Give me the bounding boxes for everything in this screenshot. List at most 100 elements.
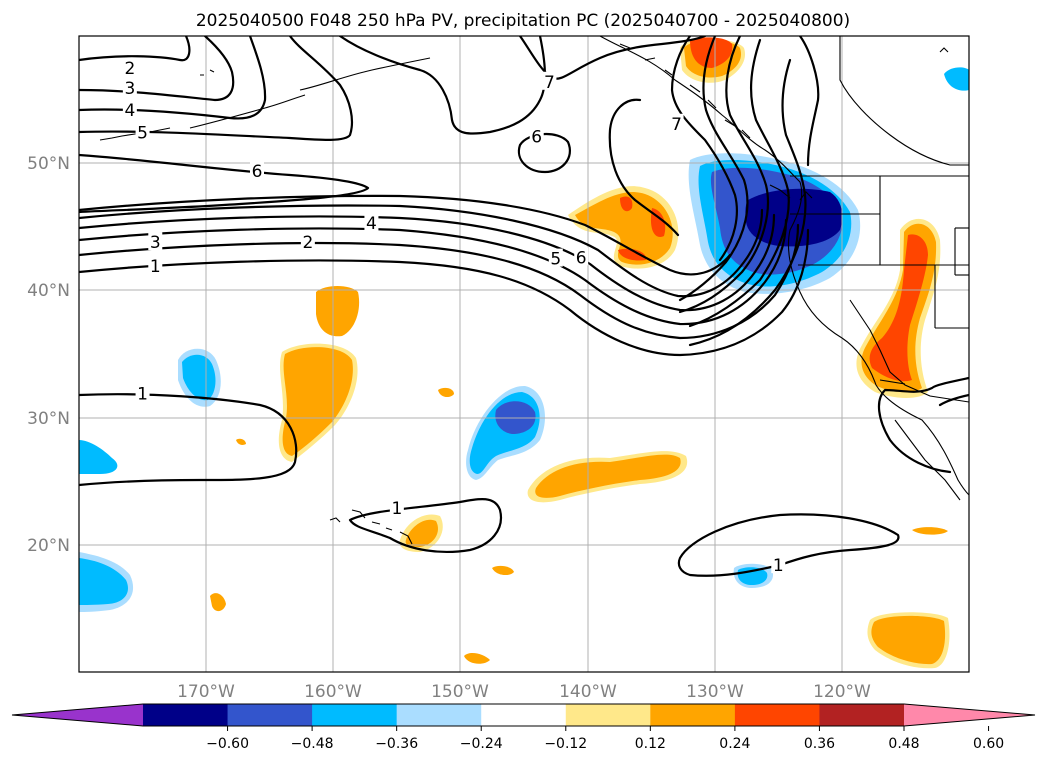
pos-anomaly-140w-25n bbox=[535, 454, 681, 498]
contour-label: 6 bbox=[252, 162, 263, 182]
colorbar-segment bbox=[227, 704, 313, 726]
contour-label-bg bbox=[548, 248, 563, 267]
pv-contour-trough-f bbox=[798, 36, 820, 167]
colorbar-segment bbox=[650, 704, 736, 726]
lat-tick-label: 40°N bbox=[27, 281, 70, 301]
pv-contour-6 bbox=[79, 194, 732, 276]
lon-tick-labels: 170°W 160°W 150°W 140°W 130°W 120°W bbox=[177, 682, 871, 702]
contour-label-bg bbox=[122, 57, 137, 76]
colorbar-outline bbox=[11, 703, 1036, 727]
contour-label-bg bbox=[122, 99, 137, 118]
pv-contours bbox=[79, 36, 969, 577]
colorbar-segment bbox=[312, 704, 398, 726]
pv-contour-trough-c bbox=[678, 36, 770, 314]
colorbar-tick-label: 0.12 bbox=[635, 736, 666, 752]
pos-anomaly-154w-21n-inner bbox=[405, 519, 439, 547]
contour-label-bg bbox=[148, 256, 163, 275]
colorbar-tick-label: 0.48 bbox=[888, 736, 919, 752]
pos-anomaly-small-4 bbox=[464, 653, 490, 664]
pv-contour-1-30n bbox=[79, 393, 298, 487]
contour-label-bg bbox=[574, 247, 589, 266]
contour-label-bg bbox=[669, 113, 684, 132]
precip-shading bbox=[79, 37, 969, 669]
gridlines bbox=[79, 36, 969, 672]
contour-label: 7 bbox=[671, 115, 682, 135]
contour-label: 2 bbox=[124, 59, 135, 79]
neg-anomaly-core bbox=[745, 188, 843, 247]
pv-contour-4-upper bbox=[79, 36, 267, 120]
lat-tick-label: 30°N bbox=[27, 409, 70, 429]
colorbar-tick-label: 0.60 bbox=[973, 736, 1004, 752]
pv-contour-1-22n bbox=[348, 497, 503, 553]
coastlines bbox=[99, 36, 969, 545]
contour-label-bg bbox=[135, 383, 150, 402]
contour-label-bg bbox=[389, 497, 404, 516]
colorbar-tick-label: −0.48 bbox=[291, 736, 334, 752]
contour-label: 3 bbox=[150, 233, 161, 253]
colorbar-segment bbox=[481, 704, 567, 726]
colorbar-tick-label: −0.24 bbox=[460, 736, 503, 752]
contour-label-bg bbox=[364, 212, 379, 231]
colorbar-tick-label: −0.12 bbox=[544, 736, 587, 752]
contour-label: 6 bbox=[531, 127, 542, 147]
pv-contour-6-loop bbox=[608, 98, 680, 237]
map-frame bbox=[78, 35, 970, 673]
pv-contour-1-18n bbox=[677, 513, 900, 577]
pos-anomaly-130w-58n-red bbox=[690, 37, 733, 68]
contour-label: 7 bbox=[544, 73, 555, 93]
pv-contour-5-upper bbox=[79, 36, 354, 141]
pos-anomaly-california-red bbox=[869, 234, 928, 382]
lon-tick-label: 140°W bbox=[559, 682, 617, 702]
pv-contour-trough-e bbox=[688, 58, 807, 347]
pv-contour-3 bbox=[79, 218, 788, 326]
contour-label: 3 bbox=[124, 79, 135, 99]
contour-label-bg bbox=[250, 160, 264, 179]
pos-anomaly-115w-13n-inner bbox=[871, 615, 946, 665]
pos-anomaly-small-2 bbox=[438, 387, 454, 398]
colorbar-segment bbox=[565, 704, 651, 726]
contour-label: 4 bbox=[366, 214, 377, 234]
pv-contour-2-upper bbox=[79, 36, 191, 62]
lon-tick-label: 120°W bbox=[813, 682, 871, 702]
colorbar-segment bbox=[819, 704, 905, 726]
pv-contour-ridge-north bbox=[338, 36, 547, 135]
lon-tick-label: 150°W bbox=[431, 682, 489, 702]
pv-contour-5 bbox=[79, 204, 764, 298]
pv-contour-southeast bbox=[877, 376, 969, 474]
neg-blob-ne-corner bbox=[944, 67, 969, 91]
colorbar-segment bbox=[396, 704, 482, 726]
pos-anomaly-small-3 bbox=[492, 565, 514, 576]
contour-label-bg bbox=[148, 232, 163, 251]
lon-tick-label: 170°W bbox=[177, 682, 235, 702]
contour-label: 5 bbox=[137, 124, 148, 144]
contour-label-bg bbox=[542, 71, 557, 90]
map-background bbox=[79, 36, 969, 672]
colorbar: −0.60 −0.48 −0.36 −0.24 −0.12 0.12 0.24 0.36 0.4… bbox=[11, 703, 1036, 752]
pos-anomaly-small-6 bbox=[236, 438, 246, 445]
lat-tick-label: 20°N bbox=[27, 536, 70, 556]
colorbar-segment bbox=[734, 704, 820, 726]
pos-anomaly-small-1 bbox=[210, 593, 226, 612]
lon-tick-label: 130°W bbox=[686, 682, 744, 702]
contour-label: 2 bbox=[302, 233, 313, 253]
pos-anomaly-160w-40n bbox=[316, 286, 360, 337]
contour-label-bg bbox=[122, 78, 137, 97]
colorbar-tick-label: 0.36 bbox=[804, 736, 835, 752]
colorbar-segment bbox=[143, 704, 229, 726]
contour-label: 1 bbox=[391, 499, 402, 519]
colorbar-tick-label: −0.60 bbox=[206, 736, 249, 752]
pv-contour-southeast-2 bbox=[938, 393, 969, 407]
figure-title: 2025040500 F048 250 hPa PV, precipitatio… bbox=[196, 11, 850, 31]
pv-contour-trough-d bbox=[688, 38, 790, 328]
pv-contour-1 bbox=[79, 228, 810, 357]
neg-blob-westedge-30n bbox=[79, 440, 118, 474]
lat-tick-label: 50°N bbox=[27, 154, 70, 174]
pv-contour-7-trough-a bbox=[670, 36, 738, 262]
lat-tick-labels: 20°N 30°N 40°N 50°N bbox=[27, 154, 70, 556]
lon-tick-label: 160°W bbox=[304, 682, 362, 702]
contour-label: 6 bbox=[576, 248, 587, 268]
contour-label: 5 bbox=[550, 250, 561, 270]
